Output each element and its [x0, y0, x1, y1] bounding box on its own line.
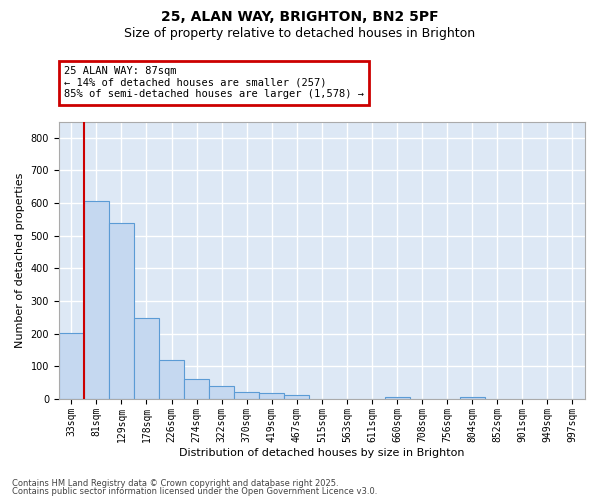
Bar: [209, 386, 234, 399]
Y-axis label: Number of detached properties: Number of detached properties: [15, 172, 25, 348]
Bar: [284, 396, 310, 399]
Bar: [84, 201, 109, 399]
Bar: [109, 222, 134, 399]
Bar: [184, 379, 209, 399]
Bar: [259, 393, 284, 399]
Text: 25, ALAN WAY, BRIGHTON, BN2 5PF: 25, ALAN WAY, BRIGHTON, BN2 5PF: [161, 10, 439, 24]
Text: Size of property relative to detached houses in Brighton: Size of property relative to detached ho…: [124, 28, 476, 40]
Text: 25 ALAN WAY: 87sqm
← 14% of detached houses are smaller (257)
85% of semi-detach: 25 ALAN WAY: 87sqm ← 14% of detached hou…: [64, 66, 364, 100]
Bar: [385, 397, 410, 399]
Text: Contains public sector information licensed under the Open Government Licence v3: Contains public sector information licen…: [12, 487, 377, 496]
Bar: [159, 360, 184, 399]
X-axis label: Distribution of detached houses by size in Brighton: Distribution of detached houses by size …: [179, 448, 464, 458]
Bar: [134, 318, 159, 399]
Text: Contains HM Land Registry data © Crown copyright and database right 2025.: Contains HM Land Registry data © Crown c…: [12, 478, 338, 488]
Bar: [460, 398, 485, 399]
Bar: [234, 392, 259, 399]
Bar: [59, 333, 84, 399]
